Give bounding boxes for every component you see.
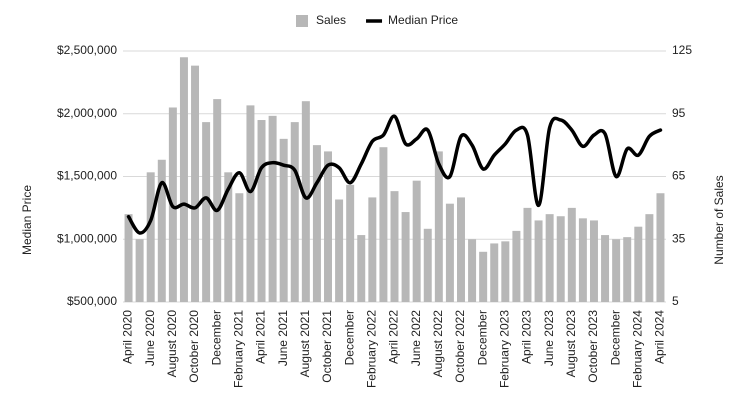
x-tick-label: December bbox=[342, 310, 356, 365]
bar bbox=[379, 147, 388, 302]
y-tick-label: $2,500,000 bbox=[57, 43, 117, 57]
bar bbox=[401, 212, 410, 302]
bar bbox=[578, 218, 587, 302]
bar bbox=[434, 151, 443, 302]
x-tick-label: February 2022 bbox=[365, 310, 379, 388]
x-tick-label: October 2021 bbox=[320, 310, 334, 383]
bar bbox=[468, 239, 477, 302]
x-tick-label: April 2022 bbox=[387, 310, 401, 364]
y-tick-label: $2,000,000 bbox=[57, 106, 117, 120]
bar bbox=[179, 57, 188, 303]
bar bbox=[656, 193, 665, 302]
x-tick-label: April 2024 bbox=[653, 310, 667, 364]
bar bbox=[567, 207, 576, 302]
bar bbox=[301, 101, 310, 302]
bar bbox=[213, 99, 222, 302]
x-tick-label: February 2021 bbox=[232, 310, 246, 388]
bar bbox=[423, 228, 432, 302]
x-tick-label: June 2020 bbox=[143, 310, 157, 366]
bar bbox=[556, 216, 565, 302]
x-tick-label: December bbox=[209, 310, 223, 365]
bar bbox=[545, 214, 554, 302]
bar bbox=[191, 65, 200, 303]
bar bbox=[479, 251, 488, 302]
y2-tick-label: 5 bbox=[672, 294, 679, 308]
legend-swatch bbox=[296, 15, 308, 27]
x-tick-label: December bbox=[608, 310, 622, 365]
bar bbox=[368, 197, 377, 302]
y-tick-label: $1,000,000 bbox=[57, 231, 117, 245]
y-tick-label: $500,000 bbox=[67, 294, 117, 308]
bar bbox=[623, 237, 632, 302]
x-tick-label: April 2023 bbox=[520, 310, 534, 364]
bar bbox=[612, 239, 621, 302]
bar bbox=[146, 172, 155, 302]
x-tick-label: April 2020 bbox=[121, 310, 135, 364]
bar bbox=[512, 230, 521, 302]
bar bbox=[202, 122, 211, 302]
bar bbox=[346, 184, 355, 302]
y2-tick-label: 125 bbox=[672, 43, 692, 57]
bar bbox=[501, 241, 510, 302]
bar bbox=[645, 214, 654, 302]
x-tick-label: August 2020 bbox=[165, 310, 179, 378]
bar bbox=[634, 226, 643, 302]
bar bbox=[279, 138, 288, 302]
bar bbox=[390, 191, 399, 302]
y-axis-title: Median Price bbox=[20, 185, 34, 255]
x-tick-label: August 2023 bbox=[564, 310, 578, 378]
x-tick-label: October 2023 bbox=[586, 310, 600, 383]
bar bbox=[523, 207, 532, 302]
x-tick-label: February 2023 bbox=[497, 310, 511, 388]
x-tick-label: February 2024 bbox=[630, 310, 644, 388]
bar bbox=[445, 203, 454, 302]
legend-label: Median Price bbox=[388, 13, 458, 27]
bar bbox=[601, 235, 610, 302]
y2-tick-label: 65 bbox=[672, 169, 686, 183]
bar bbox=[246, 105, 255, 302]
bar bbox=[324, 151, 332, 302]
bar bbox=[235, 193, 244, 302]
legend-label: Sales bbox=[316, 13, 346, 27]
bar bbox=[412, 180, 421, 302]
x-tick-label: December bbox=[475, 310, 489, 365]
bar bbox=[589, 220, 598, 302]
x-tick-label: June 2021 bbox=[276, 310, 290, 366]
y2-axis-title: Number of Sales bbox=[712, 175, 726, 264]
bar bbox=[157, 159, 166, 302]
x-tick-label: June 2022 bbox=[409, 310, 423, 366]
bar bbox=[224, 172, 233, 302]
bar bbox=[135, 239, 144, 302]
x-tick-label: June 2023 bbox=[542, 310, 556, 366]
bar bbox=[534, 220, 543, 302]
bar bbox=[268, 115, 277, 302]
line bbox=[126, 114, 663, 235]
bar bbox=[357, 235, 366, 302]
x-tick-label: August 2021 bbox=[298, 310, 312, 378]
y2-tick-label: 35 bbox=[672, 231, 686, 245]
x-tick-label: April 2021 bbox=[254, 310, 268, 364]
bar bbox=[290, 122, 299, 302]
bar bbox=[124, 214, 133, 302]
bar bbox=[257, 120, 266, 303]
bar bbox=[457, 197, 465, 302]
bar bbox=[490, 243, 499, 302]
bar bbox=[335, 199, 344, 302]
bar bbox=[312, 145, 321, 302]
x-tick-label: October 2020 bbox=[187, 310, 201, 383]
x-tick-label: October 2022 bbox=[453, 310, 467, 383]
y-tick-label: $1,500,000 bbox=[57, 169, 117, 183]
x-tick-label: August 2022 bbox=[431, 310, 445, 378]
y2-tick-label: 95 bbox=[672, 106, 686, 120]
